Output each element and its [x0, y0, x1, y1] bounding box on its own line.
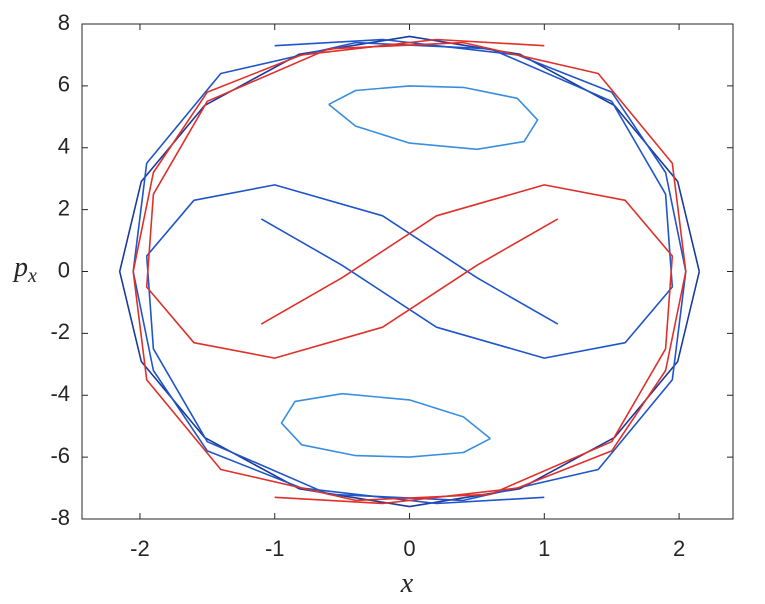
y-tick-label: 4	[58, 134, 70, 159]
curve	[132, 41, 674, 505]
x-tick-label: 1	[538, 536, 550, 561]
y-tick-label: 0	[58, 257, 70, 282]
y-tick-label: -6	[50, 443, 70, 468]
y-tick-label: -8	[50, 505, 70, 530]
curve	[145, 38, 687, 502]
x-tick-label: -1	[265, 536, 285, 561]
y-tick-label: 6	[58, 72, 70, 97]
curve	[280, 392, 491, 458]
y-axis-label: px	[12, 252, 37, 287]
x-axis-label: x	[400, 568, 414, 599]
y-label-sub: x	[27, 265, 37, 287]
y-tick-label: -4	[50, 381, 70, 406]
y-tick-label: 2	[58, 195, 70, 220]
curve	[145, 41, 687, 505]
x-tick-label: 2	[673, 536, 685, 561]
axes-box	[81, 23, 734, 520]
x-tick-label: -2	[130, 536, 150, 561]
y-tick-label: 8	[58, 10, 70, 35]
y-label-base: p	[12, 252, 28, 283]
x-tick-label: 0	[403, 536, 415, 561]
curve	[132, 38, 674, 502]
curve	[328, 85, 539, 151]
y-tick-label: -2	[50, 319, 70, 344]
curve	[118, 35, 701, 508]
